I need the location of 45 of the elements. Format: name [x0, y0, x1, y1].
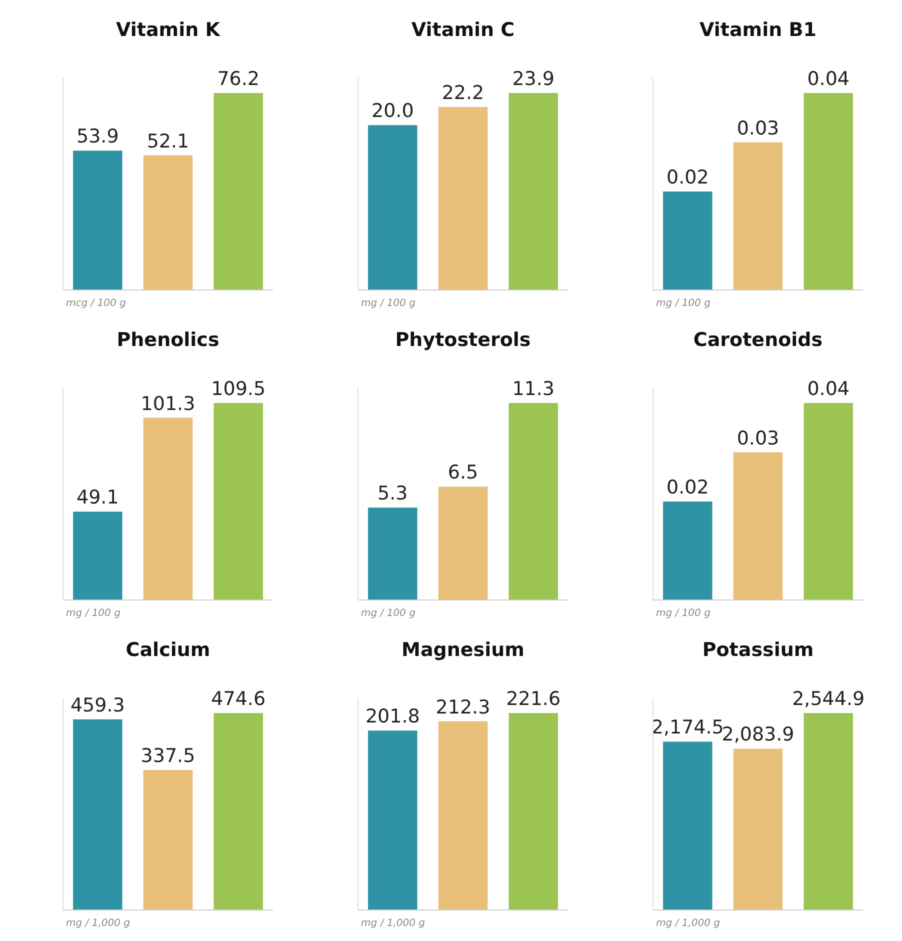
text: mg / 100 g: [656, 298, 710, 309]
chart-title: Calcium: [126, 639, 210, 661]
data-label: 0.03: [736, 117, 780, 140]
data-label: 20.0: [372, 100, 414, 122]
data-label: 53.9: [76, 126, 119, 148]
data-label: 76.2: [217, 68, 260, 90]
data-label: 0.02: [666, 476, 709, 498]
chart-title: Phenolics: [116, 329, 220, 351]
data-label: 0.04: [807, 378, 850, 400]
data-label: 0.04: [807, 68, 850, 90]
data-label: 109.5: [211, 378, 266, 400]
data-label: 23.9: [512, 68, 554, 90]
text: mg / 100 g: [66, 608, 120, 619]
data-label: 0.02: [666, 166, 709, 188]
data-label: 2,083.9: [722, 724, 794, 746]
text: mg / 1,000 g: [361, 918, 425, 929]
data-label: 101.3: [140, 392, 196, 415]
data-label: 2,544.9: [792, 688, 865, 710]
chart-title: Magnesium: [402, 639, 524, 661]
data-label: 5.3: [378, 482, 408, 505]
data-label: 49.1: [76, 486, 119, 509]
chart-title: Vitamin K: [116, 19, 222, 41]
chart-title: Potassium: [702, 639, 814, 661]
data-label: 11.3: [512, 378, 554, 400]
data-label: 6.5: [448, 462, 478, 484]
data-label: 337.5: [140, 744, 196, 767]
data-label: 0.03: [736, 427, 780, 450]
chart-title: Phytosterols: [395, 329, 531, 351]
data-label: 201.8: [365, 706, 420, 728]
text: mg / 100 g: [361, 608, 416, 619]
text: mcg / 100 g: [66, 298, 126, 309]
text: mg / 1,000 g: [66, 918, 130, 929]
data-label: 221.6: [506, 688, 561, 710]
text: mg / 100 g: [361, 298, 416, 309]
data-label: 474.6: [211, 688, 266, 710]
chart-title: Vitamin B1: [700, 19, 816, 41]
chart-title: Vitamin C: [411, 19, 515, 41]
text: mg / 1,000 g: [656, 918, 720, 929]
data-label: 22.2: [442, 82, 484, 104]
text: mg / 100 g: [656, 608, 710, 619]
data-label: 212.3: [436, 696, 490, 718]
data-label: 2,174.5: [651, 716, 724, 739]
data-label: 52.1: [146, 130, 190, 152]
chart-title: Carotenoids: [693, 329, 823, 351]
data-label: 459.3: [70, 694, 125, 716]
